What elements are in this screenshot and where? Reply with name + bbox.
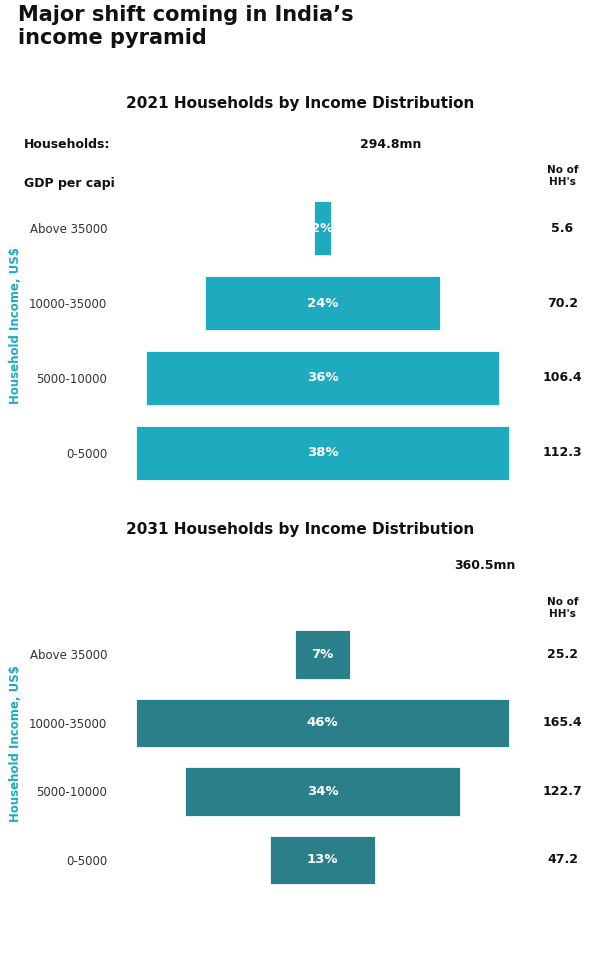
Text: 122.7: 122.7: [542, 785, 583, 798]
Text: GDP per capita:: GDP per capita:: [24, 177, 134, 190]
Text: 2031 Households by Income Distribution: 2031 Households by Income Distribution: [126, 522, 474, 537]
Text: 46%: 46%: [307, 716, 338, 729]
Text: 5.6: 5.6: [551, 221, 574, 235]
Text: 34%: 34%: [307, 785, 338, 798]
Text: Major shift coming in India’s
income pyramid: Major shift coming in India’s income pyr…: [18, 5, 353, 48]
Bar: [145, 351, 500, 405]
Text: 2%: 2%: [311, 221, 334, 235]
Text: TOI: TOI: [18, 938, 42, 951]
Bar: [184, 766, 461, 817]
Bar: [135, 425, 510, 481]
Text: 70.2: 70.2: [547, 297, 578, 309]
Bar: [204, 275, 441, 330]
Text: 38%: 38%: [307, 446, 338, 459]
Text: 25.2: 25.2: [547, 648, 578, 661]
Text: 47.2: 47.2: [547, 853, 578, 867]
Text: ■ App Store    ■ Google Play: ■ App Store ■ Google Play: [480, 940, 592, 950]
Bar: [313, 200, 332, 256]
Text: 165.4: 165.4: [542, 716, 583, 729]
Text: FOR MORE INFOGRAPHICS, DOWNLOAD: FOR MORE INFOGRAPHICS, DOWNLOAD: [72, 940, 253, 950]
Text: 294.8mn: 294.8mn: [360, 139, 421, 151]
Text: $5242: $5242: [472, 596, 516, 609]
Text: 24%: 24%: [307, 297, 338, 309]
Y-axis label: Household Income, US$: Household Income, US$: [9, 247, 22, 403]
Text: 7%: 7%: [311, 648, 334, 661]
Text: $2278: $2278: [360, 177, 404, 190]
Y-axis label: Household Income, US$: Household Income, US$: [9, 665, 22, 821]
Text: No of
HH's: No of HH's: [547, 597, 578, 618]
Text: THE TIMES OF INDIA APP: THE TIMES OF INDIA APP: [231, 940, 358, 950]
Text: 112.3: 112.3: [542, 446, 583, 459]
Bar: [269, 835, 376, 885]
Text: 13%: 13%: [307, 853, 338, 867]
Text: 2021 Households by Income Distribution: 2021 Households by Income Distribution: [126, 95, 474, 111]
Text: Households:: Households:: [24, 139, 110, 151]
Text: 36%: 36%: [307, 372, 338, 384]
Bar: [294, 629, 351, 680]
Text: 106.4: 106.4: [542, 372, 583, 384]
Bar: [135, 697, 510, 748]
Text: No of
HH's: No of HH's: [547, 166, 578, 187]
Text: 360.5mn: 360.5mn: [455, 559, 516, 572]
